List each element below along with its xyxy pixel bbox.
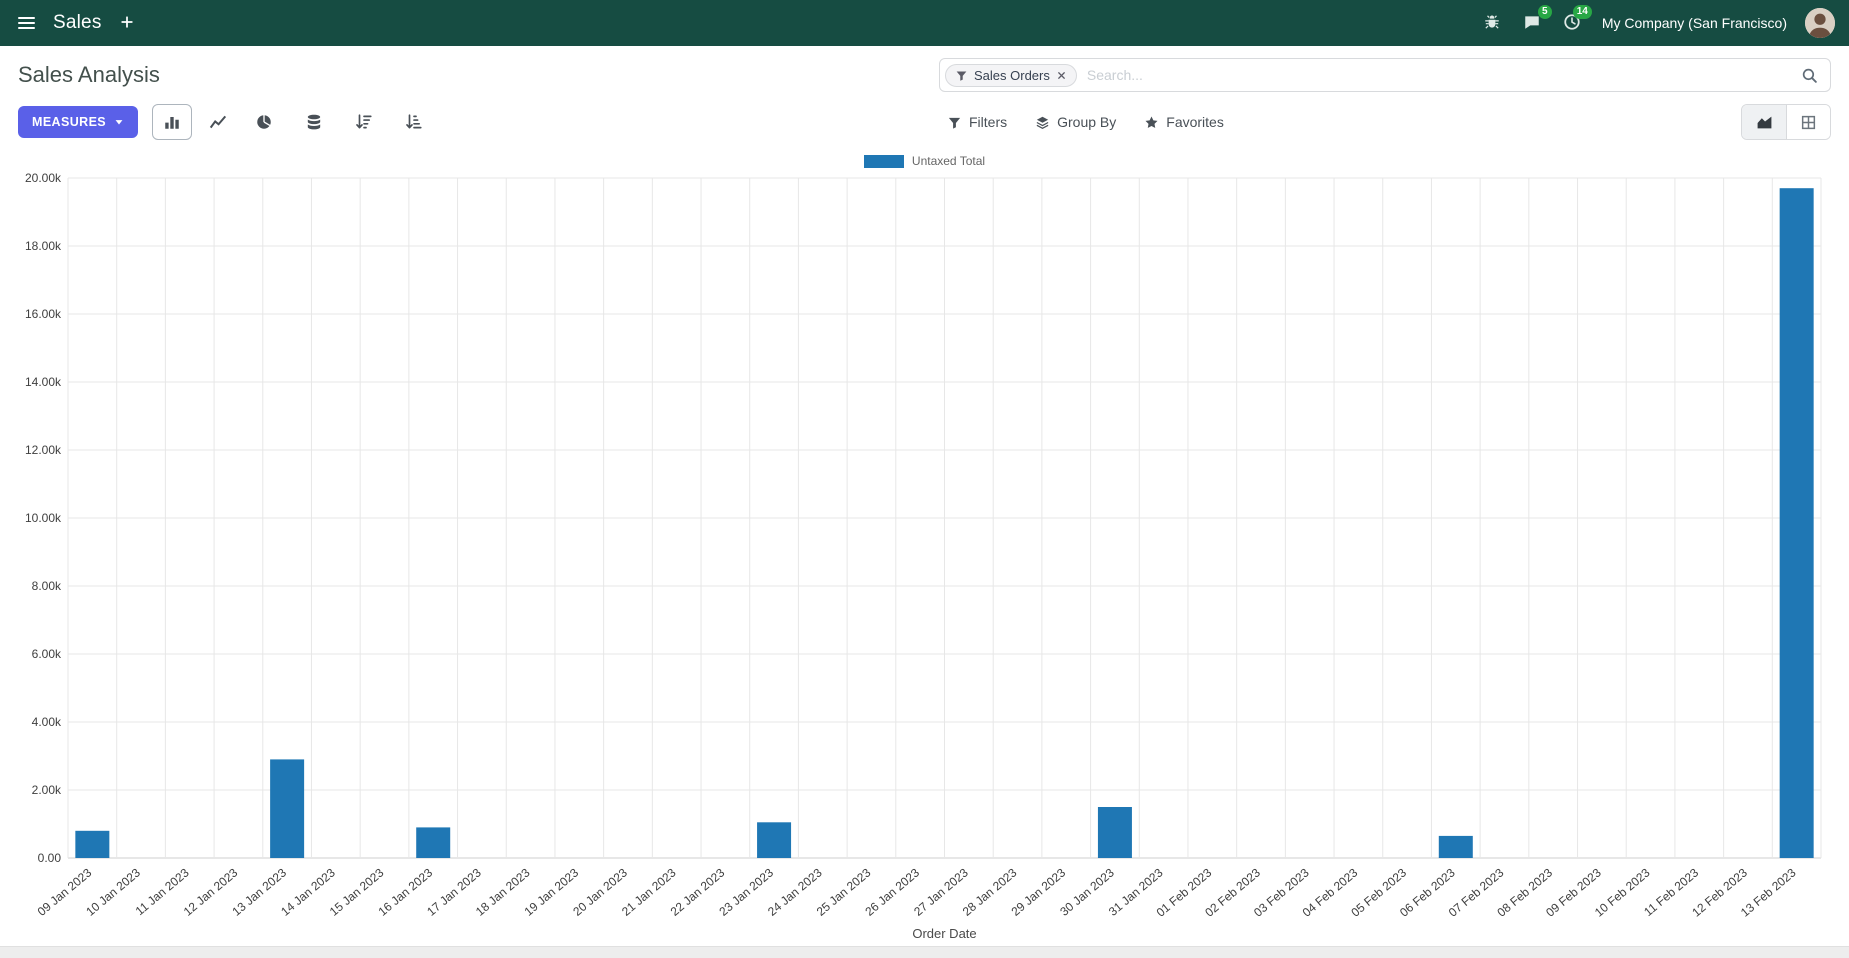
svg-text:Order Date: Order Date (912, 926, 976, 941)
new-window-button[interactable] (116, 11, 138, 36)
clock-icon (1563, 13, 1581, 34)
plus-icon (120, 15, 134, 32)
bug-icon (1483, 13, 1501, 34)
svg-text:14.00k: 14.00k (25, 375, 62, 389)
svg-text:12.00k: 12.00k (25, 443, 62, 457)
graph-toolbar: MEASURES (18, 104, 434, 140)
favorites-button[interactable]: Favorites (1144, 114, 1224, 130)
app-name[interactable]: Sales (53, 12, 102, 33)
svg-text:10.00k: 10.00k (25, 511, 62, 525)
activities-button[interactable]: 14 (1560, 4, 1592, 37)
chart-legend[interactable]: Untaxed Total (863, 154, 986, 168)
filters-button[interactable]: Filters (947, 114, 1007, 130)
control-panel: Sales Analysis Sales Orders (0, 46, 1849, 148)
activities-badge: 14 (1572, 4, 1592, 19)
group-by-label: Group By (1057, 114, 1117, 130)
page-title: Sales Analysis (18, 62, 160, 87)
line-chart-icon (209, 113, 227, 131)
navbar-left: Sales (14, 11, 138, 36)
search-facet-label: Sales Orders (974, 67, 1050, 83)
stacked-toggle-button[interactable] (294, 104, 334, 140)
area-chart-icon (1756, 114, 1773, 131)
messages-badge: 5 (1537, 4, 1552, 19)
search-bar[interactable]: Sales Orders (939, 58, 1831, 92)
bar-chart-button[interactable] (152, 104, 193, 140)
avatar-image (1805, 8, 1835, 38)
pie-chart-button[interactable] (244, 104, 284, 140)
pivot-grid-icon (1800, 114, 1817, 131)
measures-button[interactable]: MEASURES (18, 106, 139, 138)
bar-chart[interactable]: 0.00 2.00k 4.00k 6.00k 8.00k 10.00k 12.00k 14.0… (20, 172, 1829, 946)
pivot-view-button[interactable] (1786, 105, 1830, 139)
company-switcher[interactable]: My Company (San Francisco) (1600, 11, 1789, 35)
sort-desc-button[interactable] (344, 104, 384, 140)
search-icon (1801, 67, 1818, 84)
line-chart-button[interactable] (198, 104, 238, 140)
star-icon (1144, 115, 1159, 130)
search-input[interactable] (1076, 67, 1793, 83)
search-submit-button[interactable] (1793, 61, 1826, 90)
bar-chart-icon (163, 113, 181, 131)
debug-button[interactable] (1480, 10, 1504, 37)
facet-remove-icon[interactable] (1056, 70, 1067, 81)
svg-text:20.00k: 20.00k (25, 172, 62, 185)
chart-area: Untaxed Total 0.00 2.00k 4.00k 6.00k 8.00k 10… (0, 148, 1849, 946)
filters-label: Filters (969, 114, 1008, 130)
svg-text:6.00k: 6.00k (32, 647, 62, 661)
caret-down-icon (114, 117, 124, 127)
horizontal-scrollbar[interactable] (0, 946, 1849, 958)
filter-icon (955, 69, 968, 82)
navbar-right: 5 14 My Company (San Francisco) (1480, 4, 1835, 38)
sort-desc-icon (355, 113, 373, 131)
favorites-label: Favorites (1166, 114, 1224, 130)
svg-text:4.00k: 4.00k (32, 715, 62, 729)
pie-chart-icon (255, 113, 273, 131)
legend-swatch (863, 154, 904, 168)
database-icon (305, 113, 323, 131)
top-navbar: Sales 5 1 (0, 0, 1849, 46)
group-by-button[interactable]: Group By (1035, 114, 1116, 130)
svg-text:0.00: 0.00 (38, 851, 62, 865)
funnel-icon (947, 115, 962, 130)
svg-text:8.00k: 8.00k (32, 579, 62, 593)
measures-label: MEASURES (32, 115, 107, 129)
user-avatar[interactable] (1805, 8, 1835, 38)
legend-label: Untaxed Total (911, 154, 986, 168)
svg-text:16.00k: 16.00k (25, 307, 62, 321)
layers-icon (1035, 115, 1050, 130)
messages-button[interactable]: 5 (1520, 4, 1552, 37)
view-switcher (1741, 104, 1831, 140)
svg-text:18.00k: 18.00k (25, 239, 62, 253)
svg-text:2.00k: 2.00k (32, 783, 62, 797)
search-options: Filters Group By Favorites (939, 104, 1831, 140)
search-facet[interactable]: Sales Orders (945, 63, 1077, 87)
chart-canvas: 0.00 2.00k 4.00k 6.00k 8.00k 10.00k 12.00k 14.0… (20, 172, 1829, 946)
sort-asc-icon (405, 113, 423, 131)
hamburger-icon (18, 17, 35, 29)
sort-asc-button[interactable] (394, 104, 434, 140)
apps-menu-button[interactable] (14, 13, 39, 33)
chat-icon (1523, 13, 1541, 34)
graph-view-button[interactable] (1742, 105, 1786, 139)
